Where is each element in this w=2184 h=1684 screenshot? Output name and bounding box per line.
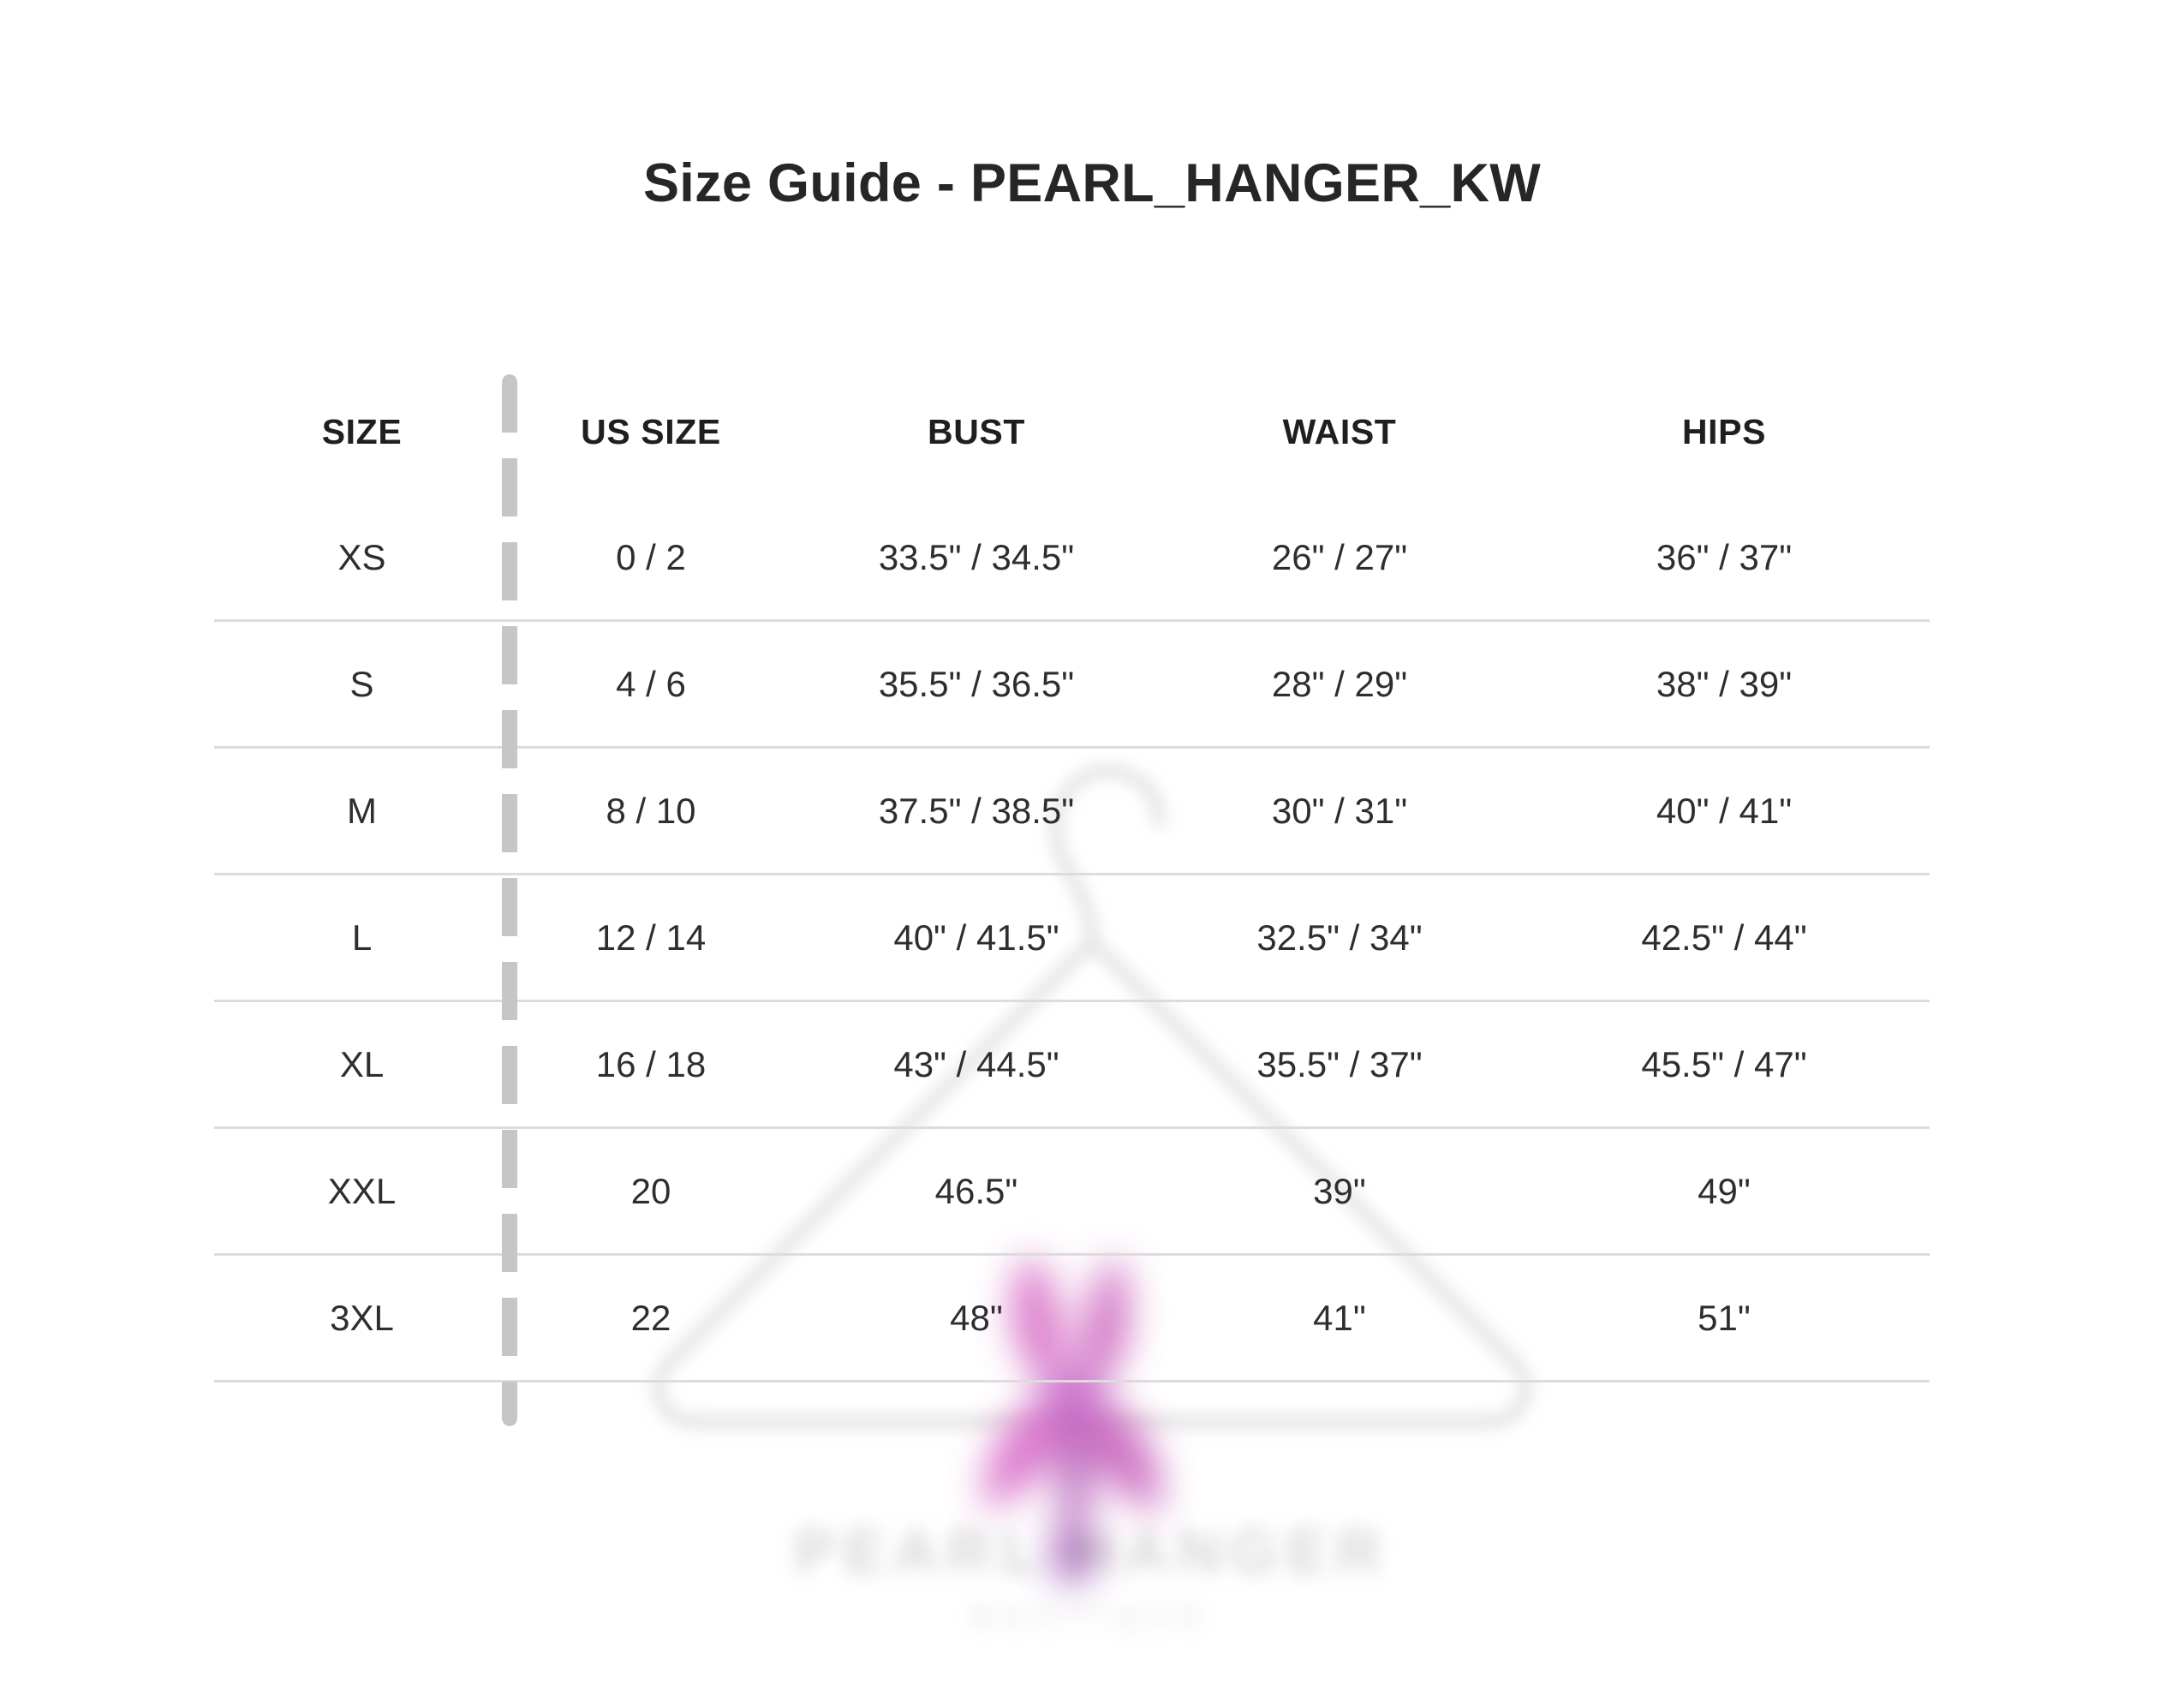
cell-us-size: 20 [630, 1170, 671, 1211]
cell-size: XS [337, 536, 386, 577]
table-row: XL 16 / 18 43" / 44.5" 35.5" / 37" 45.5"… [214, 1002, 1930, 1129]
cell-waist: 28" / 29" [1271, 663, 1408, 704]
cell-bust: 37.5" / 38.5" [878, 790, 1075, 831]
size-chart-table: SIZE US SIZE BUST WAIST HIPS XS 0 / 2 33… [214, 368, 1930, 1382]
cell-size: M [347, 790, 377, 831]
cell-bust: 40" / 41.5" [893, 917, 1059, 958]
cell-size: XL [339, 1043, 385, 1084]
table-row: S 4 / 6 35.5" / 36.5" 28" / 29" 38" / 39… [214, 622, 1930, 749]
column-header-hips: HIPS [1681, 411, 1767, 451]
cell-waist: 41" [1313, 1297, 1366, 1338]
cell-hips: 45.5" / 47" [1641, 1043, 1807, 1084]
cell-hips: 42.5" / 44" [1641, 917, 1807, 958]
cell-hips: 40" / 41" [1656, 790, 1793, 831]
column-header-waist: WAIST [1282, 411, 1397, 451]
page-title: Size Guide - PEARL_HANGER_KW [642, 153, 1542, 213]
cell-bust: 48" [950, 1297, 1003, 1338]
column-header-size: SIZE [321, 411, 403, 451]
cell-waist: 39" [1313, 1170, 1366, 1211]
table-row: XS 0 / 2 33.5" / 34.5" 26" / 27" 36" / 3… [214, 495, 1930, 622]
cell-waist: 30" / 31" [1271, 790, 1408, 831]
column-header-bust: BUST [927, 411, 1025, 451]
cell-us-size: 8 / 10 [606, 790, 696, 831]
cell-size: XXL [327, 1170, 397, 1211]
cell-bust: 33.5" / 34.5" [878, 536, 1075, 577]
cell-bust: 43" / 44.5" [893, 1043, 1059, 1084]
cell-bust: 46.5" [934, 1170, 1018, 1211]
cell-size: 3XL [330, 1297, 394, 1338]
cell-waist: 26" / 27" [1271, 536, 1408, 577]
cell-size: L [351, 917, 373, 958]
cell-us-size: 4 / 6 [616, 663, 686, 704]
cell-us-size: 0 / 2 [616, 536, 686, 577]
table-header-row: SIZE US SIZE BUST WAIST HIPS [214, 368, 1930, 495]
table-row: XXL 20 46.5" 39" 49" [214, 1129, 1930, 1256]
cell-bust: 35.5" / 36.5" [878, 663, 1075, 704]
cell-hips: 38" / 39" [1656, 663, 1793, 704]
cell-us-size: 22 [630, 1297, 671, 1338]
cell-hips: 36" / 37" [1656, 536, 1793, 577]
table-row: 3XL 22 48" 41" 51" [214, 1256, 1930, 1382]
cell-us-size: 16 / 18 [595, 1043, 707, 1084]
cell-waist: 32.5" / 34" [1256, 917, 1423, 958]
column-header-us-size: US SIZE [581, 411, 721, 451]
cell-size: S [349, 663, 374, 704]
cell-waist: 35.5" / 37" [1256, 1043, 1423, 1084]
size-column-divider [502, 374, 517, 1426]
cell-hips: 49" [1698, 1170, 1751, 1211]
cell-hips: 51" [1698, 1297, 1751, 1338]
cell-us-size: 12 / 14 [595, 917, 707, 958]
table-row: L 12 / 14 40" / 41.5" 32.5" / 34" 42.5" … [214, 875, 1930, 1002]
table-row: M 8 / 10 37.5" / 38.5" 30" / 31" 40" / 4… [214, 749, 1930, 875]
